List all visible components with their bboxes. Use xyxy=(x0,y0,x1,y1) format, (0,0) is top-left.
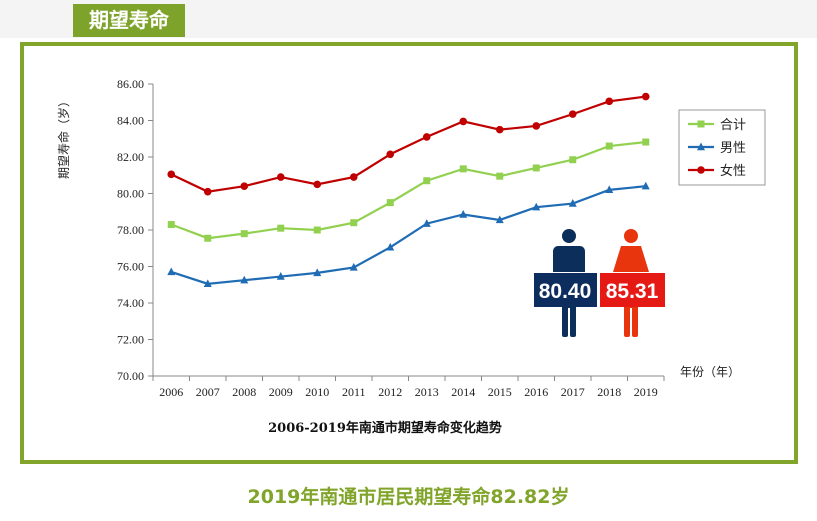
data-point xyxy=(642,138,650,146)
data-point xyxy=(568,110,577,118)
data-point xyxy=(204,234,212,242)
x-tick-label: 2015 xyxy=(488,385,512,399)
legend-item: 男性 xyxy=(688,141,746,156)
x-tick-label: 2017 xyxy=(561,385,585,399)
data-point xyxy=(459,117,468,126)
y-tick-label: 82.00 xyxy=(117,150,144,164)
y-tick-label: 74.00 xyxy=(117,296,144,310)
axes xyxy=(152,84,664,377)
legend-label: 女性 xyxy=(720,163,746,179)
data-point xyxy=(386,199,394,207)
legend-label: 合计 xyxy=(720,118,746,133)
data-point xyxy=(313,268,322,277)
x-tick-label: 2011 xyxy=(342,385,366,399)
data-point xyxy=(697,142,705,151)
data-point xyxy=(605,185,614,194)
data-point xyxy=(386,242,395,251)
x-tick-label: 2007 xyxy=(196,385,220,399)
chart-frame xyxy=(20,42,798,464)
x-tick-label: 2010 xyxy=(305,385,329,399)
x-ticks: 2006 2007 2008 2009 2010 2011 2012 2013 2014 2015… xyxy=(152,376,665,399)
series-triangle xyxy=(167,181,650,288)
data-point xyxy=(495,215,504,224)
data-point xyxy=(349,173,358,181)
y-tick-label: 72.00 xyxy=(117,333,144,347)
data-point xyxy=(532,164,540,172)
legend-label: 男性 xyxy=(720,141,746,156)
data-point xyxy=(240,275,249,284)
x-tick-label: 2008 xyxy=(232,385,256,399)
series-line xyxy=(170,185,646,285)
series-square xyxy=(167,138,650,242)
data-point xyxy=(532,202,541,211)
x-axis-title: 年份（年） xyxy=(680,365,740,379)
data-point xyxy=(641,181,650,190)
y-tick-label: 70.00 xyxy=(117,369,144,383)
male-badge-value: 80.40 xyxy=(539,280,592,303)
y-axis-title: 期望寿命（岁） xyxy=(56,95,71,179)
data-point xyxy=(167,170,176,179)
x-tick-label: 2019 xyxy=(634,385,658,399)
y-ticks: 70.00 72.00 74.00 76.00 78.00 80.00 82.00 84.00… xyxy=(117,77,153,383)
y-tick-label: 86.00 xyxy=(117,77,144,91)
data-point xyxy=(422,133,431,141)
y-tick-label: 78.00 xyxy=(117,223,144,237)
data-point xyxy=(459,209,468,218)
data-point xyxy=(569,156,577,164)
data-point xyxy=(697,120,705,128)
data-point xyxy=(277,224,285,232)
data-point xyxy=(167,221,175,229)
female-badge xyxy=(600,273,665,307)
data-point xyxy=(276,272,285,280)
series-line xyxy=(170,140,646,240)
data-point xyxy=(313,226,321,234)
page-title: 期望寿命 xyxy=(73,4,185,37)
data-point xyxy=(697,166,705,174)
data-point xyxy=(240,182,249,190)
legend-item: 女性 xyxy=(688,163,746,179)
male-badge xyxy=(534,273,597,307)
data-point xyxy=(496,172,504,180)
x-tick-label: 2006 xyxy=(159,385,183,399)
data-point xyxy=(532,122,541,130)
series-group xyxy=(167,92,650,288)
data-point xyxy=(459,165,467,173)
x-tick-label: 2012 xyxy=(378,385,402,399)
x-tick-label: 2013 xyxy=(415,385,439,399)
data-point xyxy=(605,97,614,106)
data-point xyxy=(641,92,650,101)
data-point xyxy=(203,279,212,288)
data-point xyxy=(167,267,176,276)
data-point xyxy=(203,187,212,196)
data-point xyxy=(350,219,358,227)
data-point xyxy=(422,219,431,227)
y-tick-label: 76.00 xyxy=(117,260,144,274)
y-tick-label: 80.00 xyxy=(117,187,144,201)
series-circle xyxy=(167,92,650,196)
x-tick-label: 2016 xyxy=(524,385,548,399)
data-point xyxy=(423,177,431,185)
data-point xyxy=(313,180,322,189)
data-point xyxy=(495,125,504,134)
series-line xyxy=(170,95,646,193)
data-point xyxy=(568,199,577,207)
x-tick-label: 2014 xyxy=(451,385,475,399)
data-point xyxy=(605,142,613,150)
data-point xyxy=(240,230,248,238)
legend-item: 合计 xyxy=(688,118,746,133)
chart-title: 2006-2019年南通市期望寿命变化趋势 xyxy=(268,420,502,436)
data-point xyxy=(276,173,285,181)
data-point xyxy=(386,150,395,159)
footer-title: 2019年南通市居民期望寿命82.82岁 xyxy=(247,486,570,508)
x-tick-label: 2018 xyxy=(597,385,621,399)
data-point xyxy=(349,262,358,271)
female-figure-icon xyxy=(613,229,649,337)
x-tick-label: 2009 xyxy=(269,385,293,399)
female-badge-value: 85.31 xyxy=(606,280,659,303)
y-tick-label: 84.00 xyxy=(117,114,144,128)
